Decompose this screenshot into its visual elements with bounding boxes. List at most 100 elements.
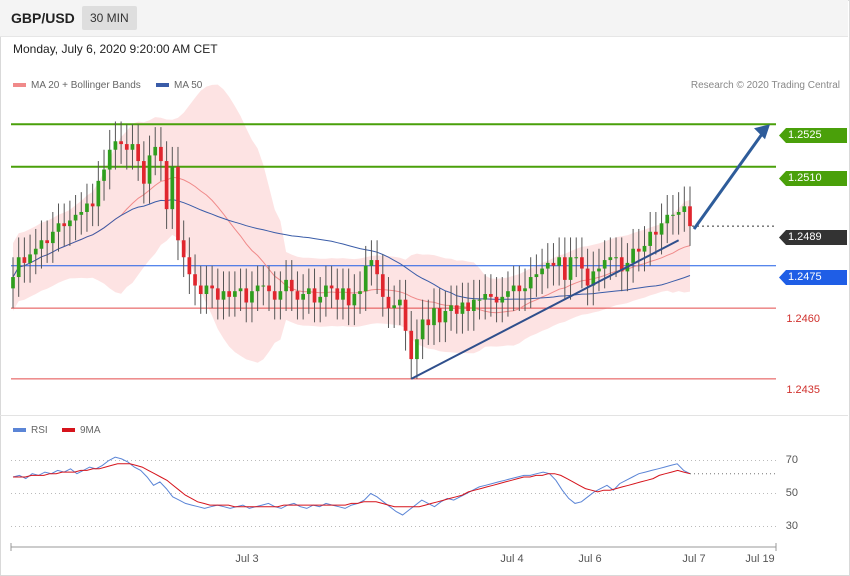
candle-body (517, 285, 522, 292)
timestamp: Monday, July 6, 2020 9:20:00 AM CET (13, 42, 218, 56)
chart-header: GBP/USD 30 MIN (0, 0, 848, 37)
candle-body (250, 291, 254, 303)
candle-body (432, 308, 436, 326)
rsi-swatch (13, 428, 26, 433)
candle-body (642, 245, 647, 252)
candle-body (392, 305, 397, 309)
candle-body (580, 257, 584, 269)
candle-body (466, 302, 470, 311)
candle-body (324, 285, 328, 297)
x-tick-jul6: Jul 6 (578, 553, 602, 565)
candle-body (523, 288, 527, 292)
candle-body (28, 254, 32, 263)
candle-body (289, 279, 294, 292)
candle-body (261, 285, 266, 287)
candle-body (380, 274, 385, 297)
candle-body (124, 144, 129, 150)
candle-body (272, 291, 277, 300)
candle-body (545, 262, 550, 269)
candle-body (284, 279, 288, 292)
candle-body (352, 294, 357, 306)
credit-text: Research © 2020 Trading Central (690, 80, 840, 91)
candle-body (107, 149, 112, 170)
candle-body (102, 169, 106, 181)
candle-body (568, 257, 573, 280)
candle-body (96, 180, 101, 207)
candle-body (511, 285, 516, 292)
candle-body (426, 319, 431, 326)
rsi-tick-30: 30 (785, 520, 798, 532)
projection-arrow-shaft (692, 130, 766, 230)
candle-body (79, 211, 84, 215)
candle-body (267, 285, 271, 292)
ma20-line (12, 176, 691, 314)
ma50-swatch (156, 83, 169, 88)
candle-body (68, 220, 72, 227)
x-tick-jul3: Jul 3 (235, 553, 259, 565)
ma50-line (12, 198, 691, 300)
candle-body (204, 285, 209, 295)
rsi-line (12, 456, 691, 516)
candle-body (50, 231, 55, 244)
legend-9ma: 9MA (62, 425, 101, 436)
candle-body (318, 296, 323, 303)
candle-body (420, 319, 425, 340)
level-tag-2: 1.2510 (779, 171, 847, 186)
candle-body (301, 294, 305, 300)
candle-body (244, 288, 249, 303)
trend-line (410, 239, 680, 380)
candle-body (602, 260, 607, 269)
timeframe-badge[interactable]: 30 MIN (82, 6, 137, 30)
candle-body (136, 144, 141, 162)
candle-body (534, 274, 539, 278)
candle-body (153, 146, 158, 156)
candle-body (648, 231, 653, 246)
support-label-1: 1.2460 (786, 313, 820, 325)
candle-body (369, 260, 374, 266)
candle-body (306, 288, 311, 295)
candle-body (614, 257, 618, 259)
candle-body (73, 214, 78, 221)
candle-body (358, 291, 362, 295)
candle-body (85, 203, 89, 212)
candle-body (22, 257, 27, 263)
legend-ma20: MA 20 + Bollinger Bands (13, 80, 141, 91)
candle-body (170, 166, 175, 210)
candle-body (585, 268, 590, 286)
projection-arrow-head (754, 124, 770, 140)
candle-body (562, 257, 567, 280)
candle-body (506, 291, 510, 297)
candle-body (363, 265, 368, 292)
candle-body (90, 203, 95, 207)
candle-body (375, 260, 379, 275)
candle-body (665, 214, 670, 224)
candle-body (608, 257, 613, 261)
candle-body (62, 223, 67, 227)
symbol-title: GBP/USD (11, 10, 75, 26)
candle-body (130, 144, 135, 150)
candle-body (119, 141, 123, 145)
candle-body (443, 310, 448, 323)
candle-body (16, 257, 21, 278)
candle-body (39, 240, 44, 249)
ma50-label: MA 50 (174, 80, 203, 91)
ma9-swatch (62, 428, 75, 433)
candle-body (164, 161, 169, 210)
pane-separator (0, 415, 848, 416)
candle-body (460, 302, 465, 314)
candle-body (221, 291, 226, 300)
candle-body (676, 211, 681, 215)
candle-body (597, 268, 601, 272)
candle-body (141, 161, 146, 184)
candle-body (688, 206, 692, 227)
candle-body (187, 257, 192, 275)
candle-body (45, 240, 49, 244)
candle-body (636, 248, 641, 252)
candle-body (415, 339, 419, 360)
candle-body (215, 288, 220, 300)
candle-body (454, 305, 459, 314)
candle-body (591, 271, 596, 286)
candle-body (671, 214, 675, 216)
level-tag-1: 1.2525 (779, 128, 847, 143)
rsi-tick-70: 70 (785, 454, 798, 466)
